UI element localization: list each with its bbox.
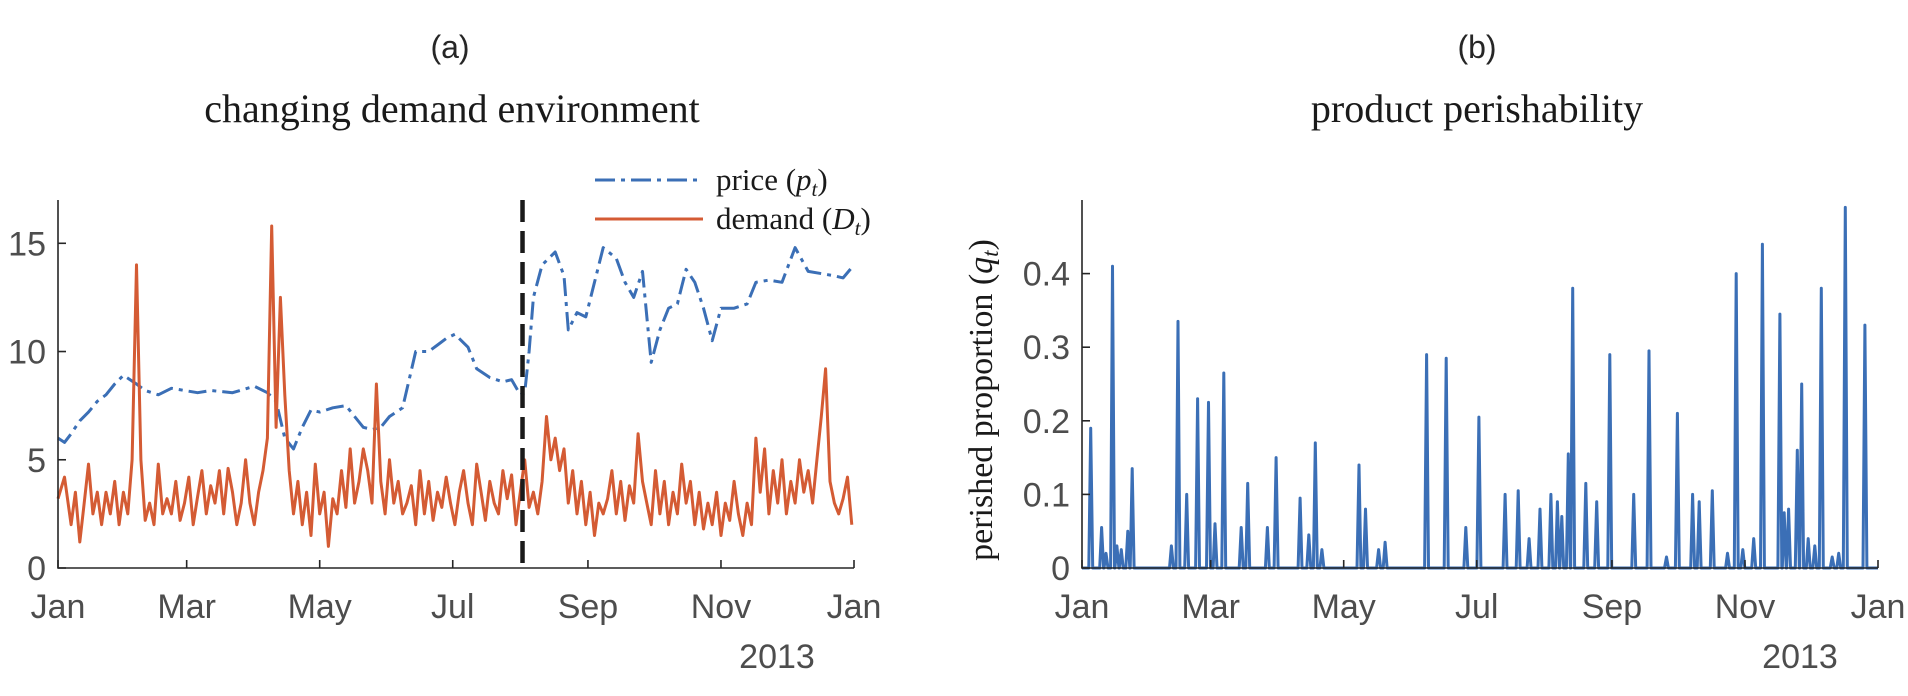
panel-label-b: (b) bbox=[1457, 29, 1496, 65]
y-tick-label: 5 bbox=[27, 442, 46, 480]
x-tick-label: Mar bbox=[157, 588, 216, 626]
x-tick-label: May bbox=[1312, 588, 1376, 626]
x-tick-label: Jul bbox=[431, 588, 474, 626]
panel-label-a: (a) bbox=[430, 29, 469, 65]
x-ticks-a: Jan Mar May Jul Sep Nov Jan bbox=[31, 560, 882, 626]
x-tick-label: Nov bbox=[691, 588, 751, 626]
y-tick-label: 0.3 bbox=[1023, 329, 1070, 367]
x-ticks-b: Jan Mar May Jul Sep Nov Jan bbox=[1055, 560, 1906, 626]
x-tick-label: Sep bbox=[558, 588, 619, 626]
legend-label-price: price (pt) bbox=[716, 162, 828, 201]
y-tick-label: 0.1 bbox=[1023, 476, 1070, 514]
y-ticks-b: 0 0.1 0.2 0.3 0.4 bbox=[1023, 256, 1090, 588]
x-tick-label: May bbox=[288, 588, 352, 626]
y-tick-label: 0.4 bbox=[1023, 256, 1070, 294]
x-tick-label: Nov bbox=[1715, 588, 1775, 626]
legend-label-demand: demand (Dt) bbox=[716, 201, 871, 240]
x-tick-label: Jan bbox=[1851, 588, 1906, 626]
chart-title-b: product perishability bbox=[1311, 86, 1643, 131]
x-tick-label: Jan bbox=[1055, 588, 1110, 626]
y-axis-label-b: perished proportion (qt) bbox=[963, 239, 1003, 561]
series-perished bbox=[1082, 205, 1878, 570]
x-tick-label: Mar bbox=[1181, 588, 1240, 626]
series-demand bbox=[56, 224, 854, 548]
panel-b: (b) product perishability 00.10.20.30.4 … bbox=[963, 29, 1905, 676]
x-tick-label: Jan bbox=[31, 588, 86, 626]
demand-line bbox=[56, 224, 854, 548]
perished-line bbox=[1082, 205, 1878, 570]
panel-a: (a) changing demand environment 0 5 10 15 J… bbox=[8, 29, 910, 676]
x-tick-label: Jul bbox=[1455, 588, 1498, 626]
series-price bbox=[57, 246, 856, 451]
y-tick-label: 0 bbox=[27, 550, 46, 588]
price-line bbox=[57, 246, 856, 451]
y-tick-label: 15 bbox=[8, 225, 46, 263]
plot-area-a bbox=[56, 200, 856, 568]
x-tick-label: Sep bbox=[1582, 588, 1643, 626]
chart-title-a: changing demand environment bbox=[204, 86, 699, 131]
y-ticks-a: 0 5 10 15 bbox=[8, 225, 66, 588]
y-tick-label: 0 bbox=[1051, 550, 1070, 588]
y-tick-label: 10 bbox=[8, 334, 46, 372]
year-label-b: 2013 bbox=[1762, 638, 1838, 676]
legend-background bbox=[585, 158, 910, 240]
y-tick-label: 0.2 bbox=[1023, 403, 1070, 441]
legend-a: price (pt) demand (Dt) bbox=[585, 158, 910, 240]
year-label-a: 2013 bbox=[739, 638, 815, 676]
x-tick-label: Jan bbox=[827, 588, 882, 626]
